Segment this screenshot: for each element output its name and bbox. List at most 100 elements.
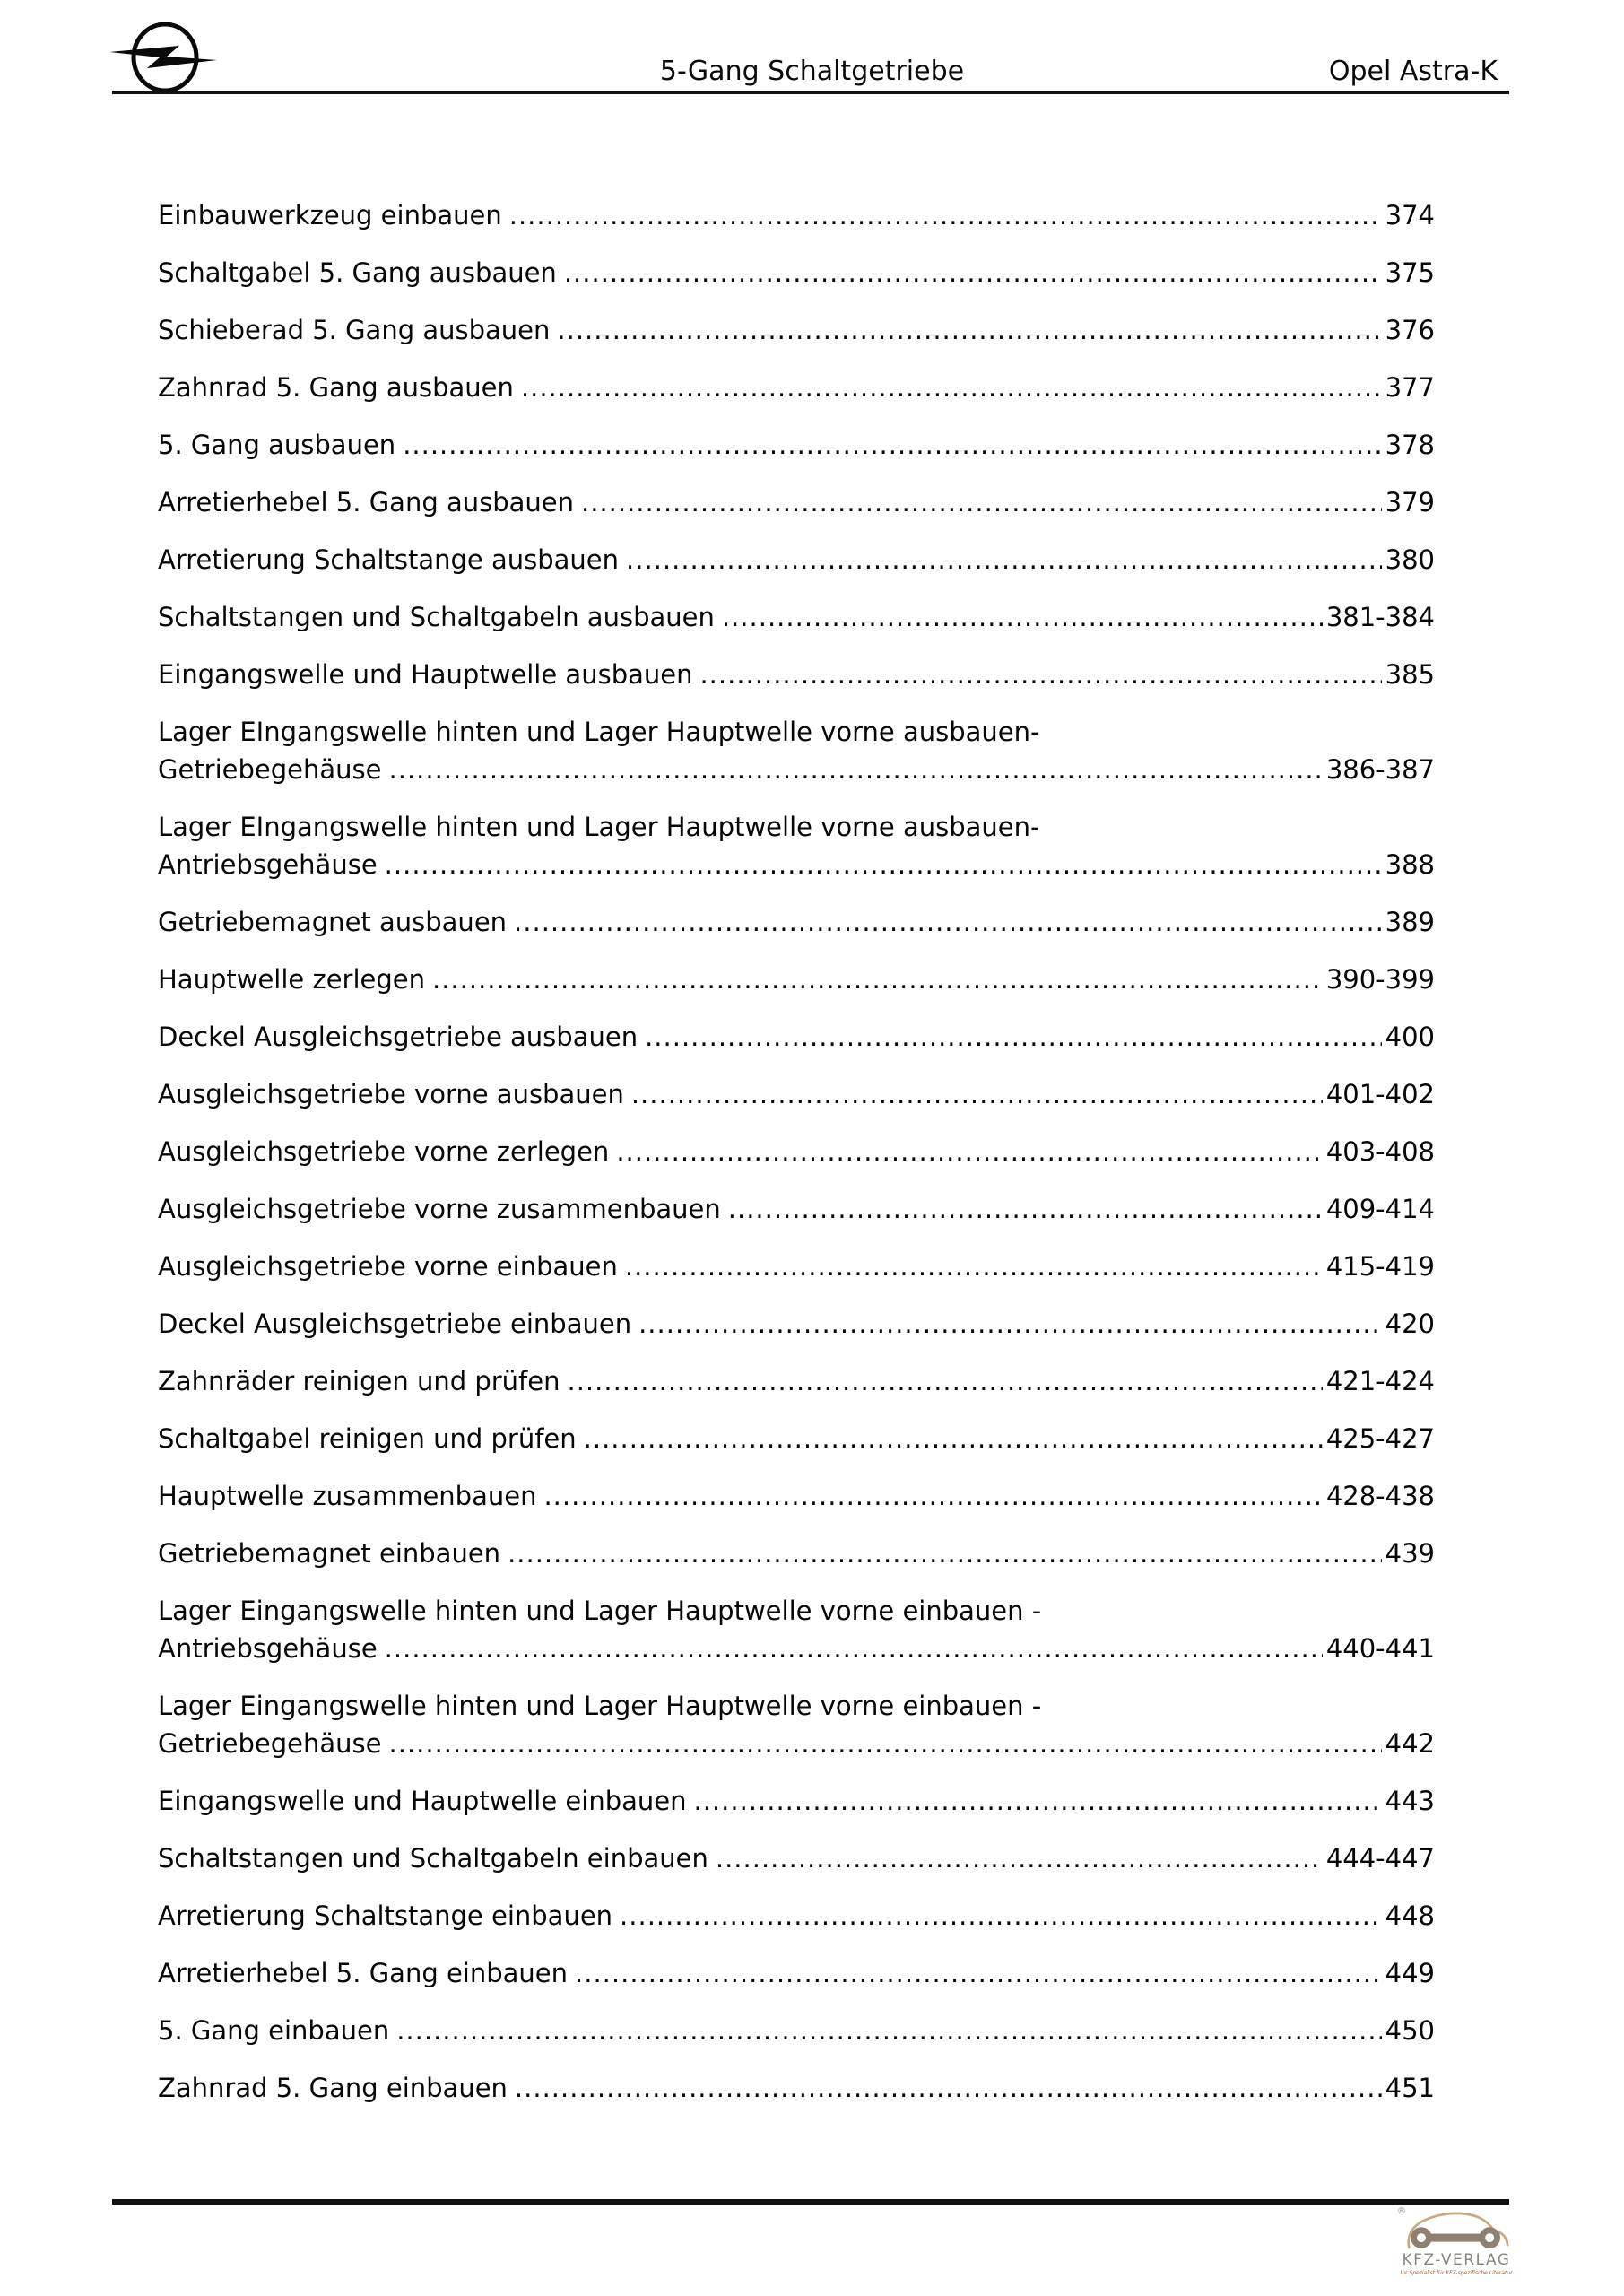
toc-entry-pages: 401-402 (1325, 1079, 1435, 1109)
toc-entry-pages: 374 (1385, 200, 1435, 230)
toc-entry-pages: 378 (1385, 430, 1435, 460)
toc-entry: Arretierhebel 5. Gang ausbauen 379 (158, 483, 1435, 521)
model-name: Opel Astra-K (1328, 56, 1498, 87)
dot-leader (626, 541, 1382, 578)
dot-leader (716, 1839, 1323, 1877)
toc-entry: Lager EIngangswelle hinten und Lager Hau… (158, 808, 1435, 883)
toc-entry-pages: 451 (1385, 2073, 1435, 2103)
toc-entry-pages: 425-427 (1325, 1423, 1435, 1454)
dot-leader (385, 846, 1382, 883)
toc-entry-title-continuation: Antriebsgehäuse (158, 1633, 378, 1664)
toc-entry-pages: 449 (1385, 1958, 1435, 1988)
toc-entry: Zahnrad 5. Gang ausbauen 377 (158, 369, 1435, 406)
toc-list: Einbauwerkzeug einbauen 374 Schaltgabel 5.… (158, 196, 1435, 2126)
toc-entry-title: Arretierhebel 5. Gang ausbauen (158, 487, 574, 517)
toc-entry-pages: 377 (1385, 372, 1435, 403)
dot-leader (728, 1190, 1323, 1228)
dot-leader (645, 1018, 1382, 1056)
toc-entry-title: Schaltgabel reinigen und prüfen (158, 1423, 577, 1454)
toc-entry: Schaltstangen und Schaltgabeln ausbauen 3… (158, 598, 1435, 636)
toc-entry: Zahnrad 5. Gang einbauen 451 (158, 2069, 1435, 2107)
toc-entry: Arretierung Schaltstange einbauen 448 (158, 1897, 1435, 1935)
dot-leader (385, 1630, 1323, 1667)
toc-entry: Arretierhebel 5. Gang einbauen 449 (158, 1954, 1435, 1992)
dot-leader (543, 1477, 1322, 1515)
toc-entry: Hauptwelle zerlegen 390-399 (158, 961, 1435, 998)
toc-entry-title: Einbauwerkzeug einbauen (158, 200, 502, 230)
toc-entry-title: Eingangswelle und Hauptwelle einbauen (158, 1786, 687, 1816)
toc-entry: Zahnräder reinigen und prüfen 421-424 (158, 1362, 1435, 1400)
dot-leader (396, 2012, 1381, 2049)
dot-leader (699, 656, 1381, 693)
toc-entry: Ausgleichsgetriebe vorne ausbauen 401-402 (158, 1075, 1435, 1113)
dot-leader (557, 311, 1381, 349)
toc-entry: Ausgleichsgetriebe vorne zerlegen 403-408 (158, 1133, 1435, 1170)
toc-entry-title: Lager Eingangswelle hinten und Lager Hau… (158, 1596, 1042, 1626)
toc-entry-pages: 448 (1385, 1900, 1435, 1931)
toc-entry-title: Getriebemagnet einbauen (158, 1538, 501, 1569)
toc-entry-title: Ausgleichsgetriebe vorne einbauen (158, 1251, 618, 1282)
toc-entry-pages: 409-414 (1325, 1194, 1435, 1224)
toc-entry-title: Getriebemagnet ausbauen (158, 907, 508, 937)
toc-entry: Schaltgabel reinigen und prüfen 425-427 (158, 1420, 1435, 1457)
toc-entry-pages: 400 (1385, 1022, 1435, 1052)
toc-entry-title: Deckel Ausgleichsgetriebe einbauen (158, 1309, 632, 1339)
dot-leader (509, 196, 1382, 234)
toc-entry-pages: 439 (1385, 1538, 1435, 1569)
toc-entry-title: Ausgleichsgetriebe vorne zerlegen (158, 1136, 610, 1167)
toc-entry-title: Schaltstangen und Schaltgabeln ausbauen (158, 602, 715, 632)
toc-entry-pages: 389 (1385, 907, 1435, 937)
toc-entry-pages: 444-447 (1325, 1843, 1435, 1874)
toc-entry-pages: 428-438 (1325, 1481, 1435, 1511)
toc-entry: Lager EIngangswelle hinten und Lager Hau… (158, 713, 1435, 788)
dot-leader (564, 254, 1382, 291)
toc-entry-pages: 376 (1385, 315, 1435, 345)
toc-entry-pages: 381-384 (1325, 602, 1435, 632)
dot-leader (521, 369, 1382, 406)
toc-entry: Getriebemagnet einbauen 439 (158, 1535, 1435, 1572)
dot-leader (694, 1782, 1382, 1820)
toc-entry-pages: 421-424 (1325, 1366, 1435, 1396)
page-title: 5-Gang Schaltgetriebe (659, 56, 965, 87)
toc-entry-title: Schaltstangen und Schaltgabeln einbauen (158, 1843, 708, 1874)
dot-leader (389, 1725, 1382, 1762)
toc-entry-title: Zahnrad 5. Gang ausbauen (158, 372, 514, 403)
registered-trademark-icon: ® (1397, 2206, 1406, 2216)
toc-entry-title-continuation: Getriebegehäuse (158, 1728, 382, 1759)
dot-leader (722, 598, 1323, 636)
toc-entry: Lager Eingangswelle hinten und Lager Hau… (158, 1687, 1435, 1762)
toc-entry-title: Arretierung Schaltstange einbauen (158, 1900, 613, 1931)
toc-entry-title-continuation: Antriebsgehäuse (158, 849, 378, 880)
dot-leader (514, 903, 1382, 941)
header-rule (112, 91, 1509, 94)
dot-leader (575, 1954, 1382, 1992)
toc-entry-title: Schaltgabel 5. Gang ausbauen (158, 257, 557, 288)
toc-entry-pages: 380 (1385, 544, 1435, 575)
kfz-verlag-logo: ® KFZ-VERLAG Ihr Spezialist für KFZ-spez… (1390, 2206, 1523, 2277)
car-wrench-icon (1407, 2212, 1509, 2249)
toc-entry: 5. Gang ausbauen 378 (158, 426, 1435, 464)
toc-entry-pages: 390-399 (1325, 964, 1435, 995)
footer-rule (112, 2199, 1509, 2205)
dot-leader (631, 1075, 1323, 1113)
toc-entry-title: Zahnrad 5. Gang einbauen (158, 2073, 508, 2103)
toc-entry: Eingangswelle und Hauptwelle ausbauen 385 (158, 656, 1435, 693)
toc-entry: Schaltstangen und Schaltgabeln einbauen 4… (158, 1839, 1435, 1877)
dot-leader (432, 961, 1323, 998)
toc-entry: Deckel Ausgleichsgetriebe ausbauen 400 (158, 1018, 1435, 1056)
toc-entry: Einbauwerkzeug einbauen 374 (158, 196, 1435, 234)
toc-entry: Eingangswelle und Hauptwelle einbauen 443 (158, 1782, 1435, 1820)
toc-entry-title: Ausgleichsgetriebe vorne zusammenbauen (158, 1194, 721, 1224)
toc-entry: Deckel Ausgleichsgetriebe einbauen 420 (158, 1305, 1435, 1343)
toc-entry-pages: 442 (1385, 1728, 1435, 1759)
dot-leader (389, 751, 1323, 788)
toc-entry-title: Arretierung Schaltstange ausbauen (158, 544, 620, 575)
toc-entry-pages: 443 (1385, 1786, 1435, 1816)
kfz-verlag-wordmark: KFZ-VERLAG (1402, 2251, 1511, 2269)
dot-leader (515, 2069, 1382, 2107)
toc-entry-title: Lager EIngangswelle hinten und Lager Hau… (158, 717, 1040, 747)
toc-entry: Schieberad 5. Gang ausbauen 376 (158, 311, 1435, 349)
dot-leader (625, 1248, 1323, 1285)
toc-entry-pages: 386-387 (1325, 754, 1435, 785)
